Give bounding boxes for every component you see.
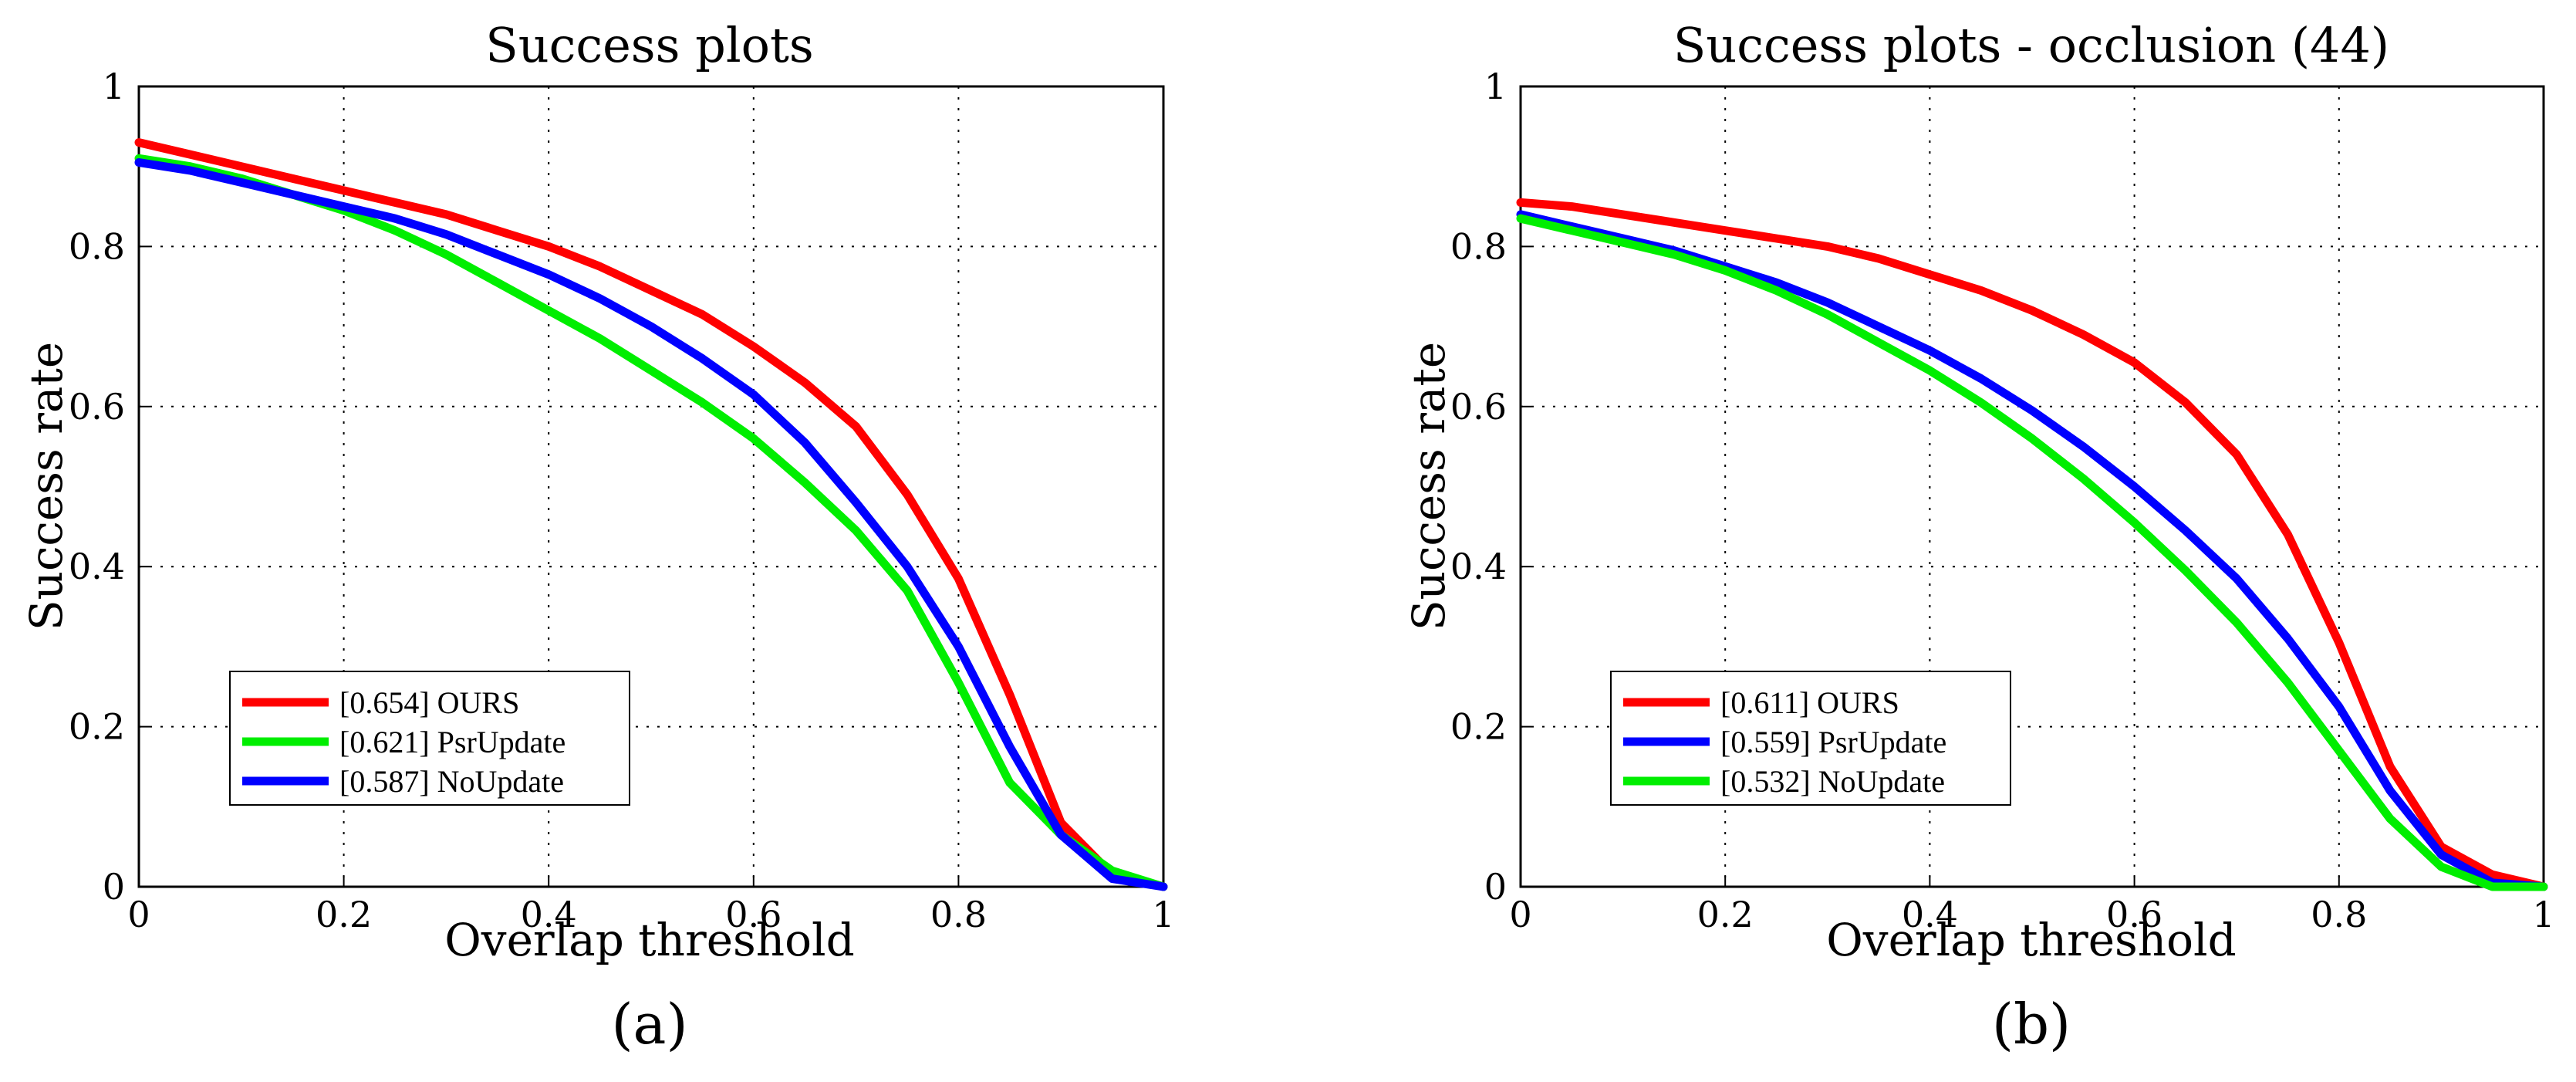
chart-panel-a: Success plots 0 0.2 0.4 0.6 0.8 1 0 0.2 0.4 0.6 0.… bbox=[20, 17, 1175, 1057]
panel-label: (a) bbox=[611, 992, 687, 1057]
series-line-2 bbox=[134, 158, 1168, 891]
series-line-0 bbox=[1516, 198, 2548, 891]
x-tick-label: 0.8 bbox=[930, 894, 987, 935]
legend: [0.611] OURS [0.559] PsrUpdate [0.532] NoU… bbox=[1610, 671, 2011, 806]
grid bbox=[139, 86, 1163, 887]
x-axis-label: Overlap threshold bbox=[1826, 914, 2237, 966]
x-tick-label: 0 bbox=[127, 894, 150, 935]
legend: [0.654] OURS [0.621] PsrUpdate [0.587] NoU… bbox=[229, 671, 630, 806]
series-lines bbox=[1516, 198, 2548, 891]
series-lines bbox=[134, 138, 1168, 891]
legend-label-1: [0.621] PsrUpdate bbox=[339, 725, 566, 759]
legend-label-2: [0.532] NoUpdate bbox=[1720, 764, 1945, 799]
x-tick-label: 1 bbox=[1152, 894, 1174, 935]
y-tick-label: 0.6 bbox=[1450, 386, 1507, 428]
x-tick-label: 0.4 bbox=[1902, 894, 1958, 935]
y-axis-label: Success rate bbox=[1403, 342, 1455, 631]
plot-area-frame bbox=[1519, 85, 2545, 888]
x-tick-label: 0.6 bbox=[725, 894, 782, 935]
x-tick-label: 0.4 bbox=[521, 894, 577, 935]
x-tick-label: 0 bbox=[1509, 894, 1531, 935]
x-tick-label: 0.2 bbox=[316, 894, 372, 935]
y-tick-label: 0.8 bbox=[1450, 225, 1507, 267]
axis-ticks: 0 0.2 0.4 0.6 0.8 1 0 0.2 0.4 0.6 0.8 1 bbox=[1450, 66, 2555, 935]
panel-label: (b) bbox=[1992, 992, 2071, 1057]
y-tick-label: 0.2 bbox=[1450, 706, 1507, 748]
chart-title: Success plots - occlusion (44) bbox=[1673, 17, 2389, 73]
legend-label-0: [0.654] OURS bbox=[339, 685, 519, 720]
y-tick-label: 0.4 bbox=[69, 546, 125, 587]
y-tick-label: 1 bbox=[103, 66, 125, 107]
y-tick-label: 0.2 bbox=[69, 706, 125, 748]
chart-title: Success plots bbox=[485, 17, 813, 73]
y-tick-label: 0.4 bbox=[1450, 546, 1507, 587]
y-axis-label: Success rate bbox=[20, 342, 73, 631]
y-tick-label: 0.8 bbox=[69, 225, 125, 267]
x-tick-label: 0.6 bbox=[2106, 894, 2162, 935]
x-tick-label: 0.2 bbox=[1697, 894, 1754, 935]
y-tick-label: 0 bbox=[1484, 866, 1507, 908]
x-tick-label: 1 bbox=[2532, 894, 2554, 935]
legend-label-1: [0.559] PsrUpdate bbox=[1720, 725, 1946, 759]
x-axis-label: Overlap threshold bbox=[444, 914, 855, 966]
y-tick-label: 0.6 bbox=[69, 386, 125, 428]
plot-area-frame bbox=[137, 85, 1165, 888]
legend-label-0: [0.611] OURS bbox=[1720, 685, 1899, 720]
y-tick-label: 1 bbox=[1484, 66, 1507, 107]
y-tick-label: 0 bbox=[103, 866, 125, 908]
x-tick-label: 0.8 bbox=[2311, 894, 2367, 935]
legend-label-2: [0.587] NoUpdate bbox=[339, 764, 564, 799]
axis-ticks: 0 0.2 0.4 0.6 0.8 1 0 0.2 0.4 0.6 0.8 1 bbox=[69, 66, 1175, 935]
chart-panel-b: Success plots - occlusion (44) 0 0.2 0.4 0.… bbox=[1403, 17, 2555, 1057]
series-line-2 bbox=[1516, 214, 2548, 891]
series-line-0 bbox=[134, 138, 1168, 891]
